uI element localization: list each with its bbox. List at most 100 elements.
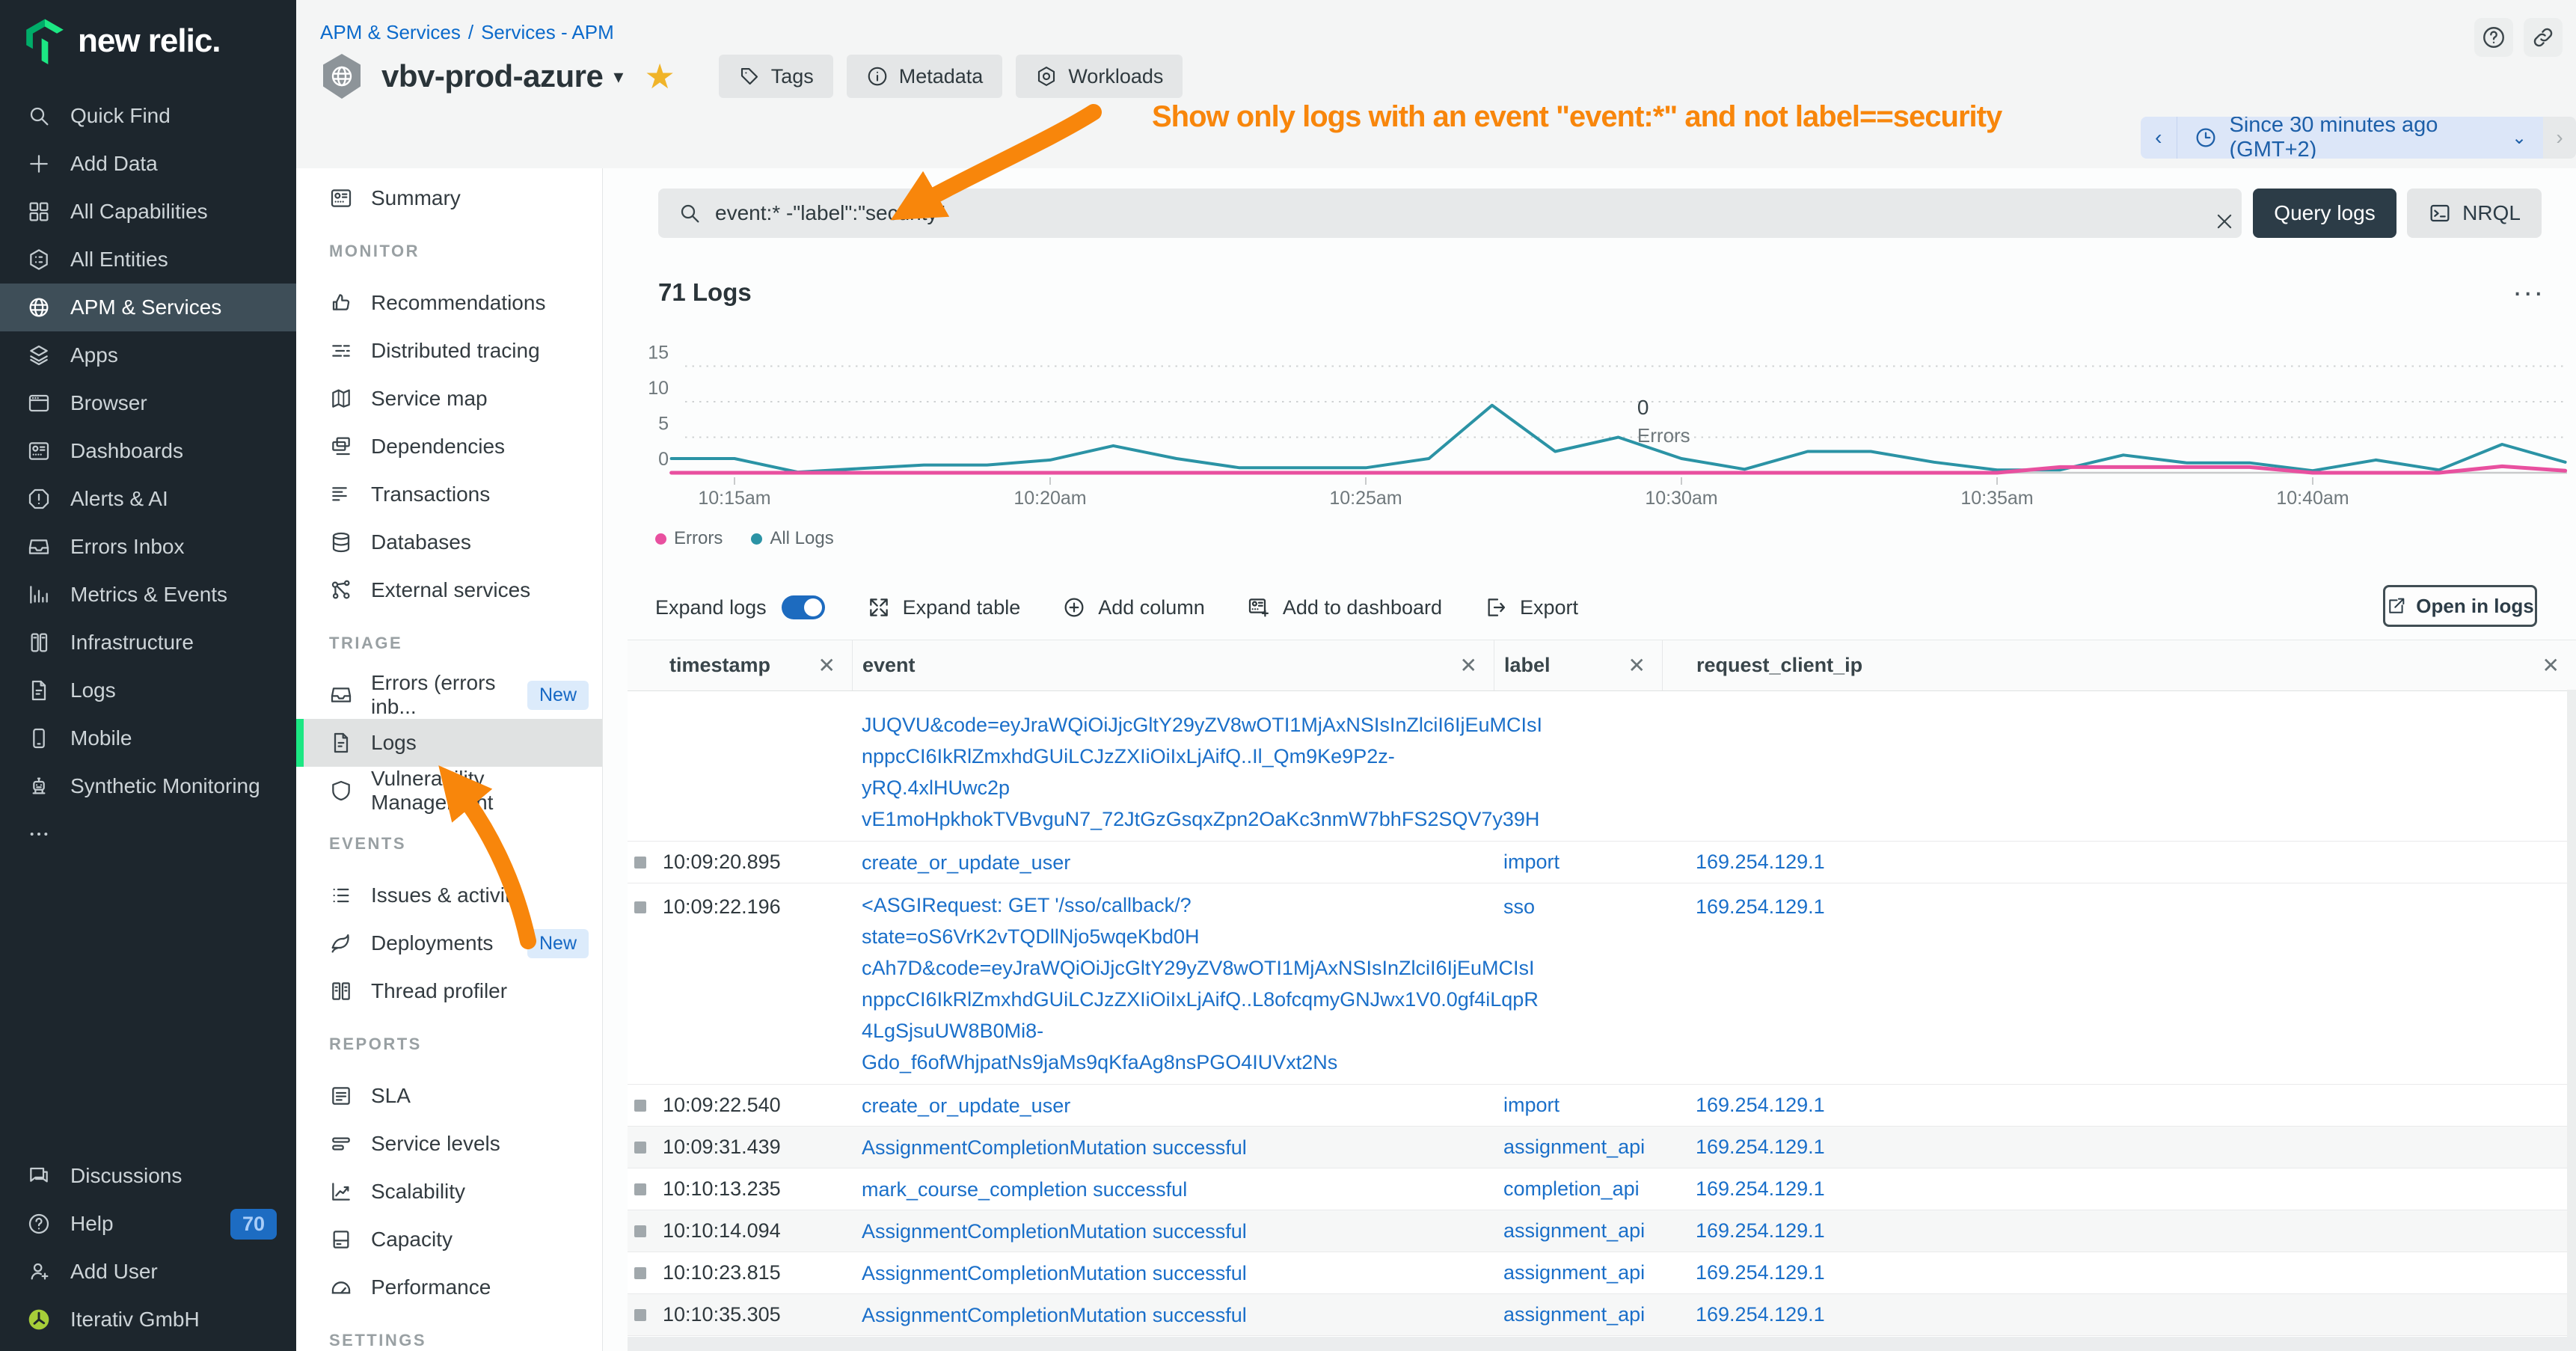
- subsidebar-item-issues-activity[interactable]: Issues & activity: [296, 871, 602, 919]
- event-link[interactable]: mark_course_completion successful: [862, 1177, 1188, 1201]
- cell-event[interactable]: AssignmentCompletionMutation successful: [852, 1257, 1494, 1289]
- subsidebar-item-sla[interactable]: SLA: [296, 1072, 602, 1120]
- cell-event[interactable]: create_or_update_user: [852, 1090, 1494, 1121]
- favorite-star-icon[interactable]: ★: [644, 57, 675, 96]
- cell-request-client-ip[interactable]: 169.254.129.1: [1696, 1219, 1825, 1242]
- log-row-marker-icon[interactable]: [634, 1141, 646, 1154]
- cell-request-client-ip[interactable]: [1662, 699, 2576, 711]
- chart-options-menu[interactable]: ...: [2513, 269, 2545, 302]
- log-row-marker-icon[interactable]: [634, 1183, 646, 1195]
- cell-label[interactable]: sso: [1503, 895, 1536, 918]
- event-link[interactable]: AssignmentCompletionMutation successful: [862, 1303, 1247, 1326]
- sidebar-item-discussions[interactable]: Discussions: [0, 1152, 296, 1200]
- subsidebar-item-summary[interactable]: Summary: [296, 174, 602, 222]
- subsidebar-item-errors-errors-inb[interactable]: Errors (errors inb... New: [296, 671, 602, 719]
- log-row-marker-icon[interactable]: [634, 1266, 646, 1279]
- subsidebar-item-databases[interactable]: Databases: [296, 518, 602, 566]
- logs-volume-chart[interactable]: 15 10 5 0 10:15am 10:20am 10:25am 10:30am 10:35a…: [643, 337, 2576, 524]
- time-picker-next-button[interactable]: ›: [2543, 117, 2576, 159]
- sidebar-item-help[interactable]: Help 70: [0, 1200, 296, 1248]
- subsidebar-item-recommendations[interactable]: Recommendations: [296, 279, 602, 327]
- cell-label[interactable]: assignment_api: [1503, 1303, 1646, 1326]
- event-link[interactable]: AssignmentCompletionMutation successful: [862, 1261, 1247, 1284]
- event-link[interactable]: AssignmentCompletionMutation successful: [862, 1219, 1247, 1243]
- cell-label[interactable]: import: [1503, 1094, 1560, 1116]
- remove-column-icon[interactable]: ✕: [1459, 654, 1477, 677]
- cell-event[interactable]: mark_course_completion successful: [852, 1174, 1494, 1205]
- sidebar-item-logs[interactable]: Logs: [0, 667, 296, 714]
- cell-event[interactable]: AssignmentCompletionMutation successful: [852, 1216, 1494, 1247]
- help-circle-button[interactable]: [2474, 18, 2513, 57]
- table-row[interactable]: 10:10:23.815 AssignmentCompletionMutation…: [628, 1252, 2576, 1294]
- subsidebar-item-capacity[interactable]: Capacity: [296, 1216, 602, 1263]
- cell-label[interactable]: assignment_api: [1503, 1136, 1646, 1158]
- subsidebar-item-scalability[interactable]: Scalability: [296, 1168, 602, 1216]
- table-row[interactable]: 10:10:14.094 AssignmentCompletionMutation…: [628, 1210, 2576, 1252]
- log-row-marker-icon[interactable]: [634, 1225, 646, 1237]
- cell-request-client-ip[interactable]: 169.254.129.1: [1696, 1136, 1825, 1158]
- query-logs-button[interactable]: Query logs: [2253, 189, 2396, 238]
- sidebar-item-infrastructure[interactable]: Infrastructure: [0, 619, 296, 667]
- copy-link-button[interactable]: [2524, 18, 2563, 57]
- event-link[interactable]: vE1moHpkhokTVBvguN7_72JtGzGsqxZpn2OaKc3n…: [862, 808, 1540, 830]
- cell-request-client-ip[interactable]: 169.254.129.1: [1696, 1303, 1825, 1326]
- remove-column-icon[interactable]: ✕: [818, 654, 835, 677]
- sidebar-item-synthetic-monitoring[interactable]: Synthetic Monitoring: [0, 762, 296, 810]
- table-scrollbar[interactable]: [2567, 690, 2576, 1337]
- cell-request-client-ip[interactable]: 169.254.129.1: [1696, 1177, 1825, 1200]
- add-column-button[interactable]: Add column: [1062, 595, 1205, 619]
- subsidebar-item-transactions[interactable]: Transactions: [296, 471, 602, 518]
- table-row[interactable]: JUQVU&code=eyJraWQiOiJjcGltY29yZV8wOTI1M…: [628, 691, 2576, 842]
- event-link[interactable]: nppcCI6IkRlZmxhdGUiLCJzZXIiOiIxLjAifQ..L…: [862, 988, 1539, 1011]
- cell-request-client-ip[interactable]: 169.254.129.1: [1696, 1261, 1825, 1284]
- table-row[interactable]: 10:10:35.305 AssignmentCompletionMutation…: [628, 1294, 2576, 1336]
- log-row-marker-icon[interactable]: [634, 856, 646, 868]
- table-row[interactable]: 10:09:31.439 AssignmentCompletionMutation…: [628, 1127, 2576, 1168]
- sidebar-item-browser[interactable]: Browser: [0, 379, 296, 427]
- expand-logs-toggle[interactable]: Expand logs: [655, 595, 825, 619]
- event-link[interactable]: JUQVU&code=eyJraWQiOiJjcGltY29yZV8wOTI1M…: [862, 714, 1542, 736]
- nrql-button[interactable]: NRQL: [2407, 189, 2542, 238]
- column-header-event[interactable]: event ✕: [852, 640, 1494, 690]
- new-relic-logo[interactable]: new relic.: [24, 18, 221, 64]
- column-header-label[interactable]: label ✕: [1494, 640, 1662, 690]
- sidebar-item-apps[interactable]: Apps: [0, 331, 296, 379]
- table-row[interactable]: 10:09:22.196 <ASGIRequest: GET '/sso/call…: [628, 883, 2576, 1085]
- sidebar-item-apm-services[interactable]: APM & Services: [0, 284, 296, 331]
- search-input[interactable]: event:* -"label":"security": [715, 201, 945, 224]
- legend-item-all-logs[interactable]: All Logs: [751, 528, 834, 549]
- column-header-timestamp[interactable]: timestamp ✕: [628, 640, 852, 690]
- cell-label[interactable]: [1494, 699, 1662, 711]
- sidebar-item-dashboards[interactable]: Dashboards: [0, 427, 296, 475]
- breadcrumb-link-services-apm[interactable]: Services - APM: [481, 21, 614, 43]
- sidebar-item-mobile[interactable]: Mobile: [0, 714, 296, 762]
- cell-event[interactable]: <ASGIRequest: GET '/sso/callback/?state=…: [852, 883, 1539, 1084]
- cell-request-client-ip[interactable]: 169.254.129.1: [1696, 851, 1825, 873]
- subsidebar-item-dependencies[interactable]: Dependencies: [296, 423, 602, 471]
- add-to-dashboard-button[interactable]: Add to dashboard: [1247, 595, 1442, 619]
- table-row[interactable]: 10:09:22.540 create_or_update_user import 1…: [628, 1085, 2576, 1127]
- cell-event[interactable]: JUQVU&code=eyJraWQiOiJjcGltY29yZV8wOTI1M…: [852, 699, 1542, 841]
- event-link[interactable]: AssignmentCompletionMutation successful: [862, 1136, 1247, 1159]
- table-row[interactable]: 10:10:13.235 mark_course_completion succe…: [628, 1168, 2576, 1210]
- event-link[interactable]: <ASGIRequest: GET '/sso/callback/?state=…: [862, 894, 1200, 948]
- cell-event[interactable]: AssignmentCompletionMutation successful: [852, 1132, 1494, 1163]
- workloads-button[interactable]: Workloads: [1016, 55, 1183, 98]
- subsidebar-item-service-levels[interactable]: Service levels: [296, 1120, 602, 1168]
- open-in-logs-button[interactable]: Open in logs: [2383, 585, 2537, 627]
- sidebar-item-add-user[interactable]: Add User: [0, 1248, 296, 1296]
- cell-request-client-ip[interactable]: 169.254.129.1: [1696, 895, 1825, 918]
- log-row-marker-icon[interactable]: [634, 901, 646, 913]
- sidebar-item-ellipsis[interactable]: [0, 810, 296, 858]
- table-row[interactable]: 10:09:20.895 create_or_update_user import 1…: [628, 842, 2576, 883]
- tags-button[interactable]: Tags: [718, 55, 833, 98]
- logs-search-bar[interactable]: event:* -"label":"security": [658, 189, 2242, 238]
- event-link[interactable]: create_or_update_user: [862, 1094, 1071, 1117]
- cell-label[interactable]: assignment_api: [1503, 1261, 1646, 1284]
- cell-event[interactable]: create_or_update_user: [852, 847, 1494, 878]
- sidebar-item-add-data[interactable]: Add Data: [0, 140, 296, 188]
- subsidebar-item-distributed-tracing[interactable]: Distributed tracing: [296, 327, 602, 375]
- sidebar-item-alerts-ai[interactable]: Alerts & AI: [0, 475, 296, 523]
- event-link[interactable]: 4LgSjsuUW8B0Mi8-Gdo_f6ofWhjpatNs9jaMs9qK…: [862, 1020, 1338, 1073]
- legend-item-errors[interactable]: Errors: [655, 528, 723, 549]
